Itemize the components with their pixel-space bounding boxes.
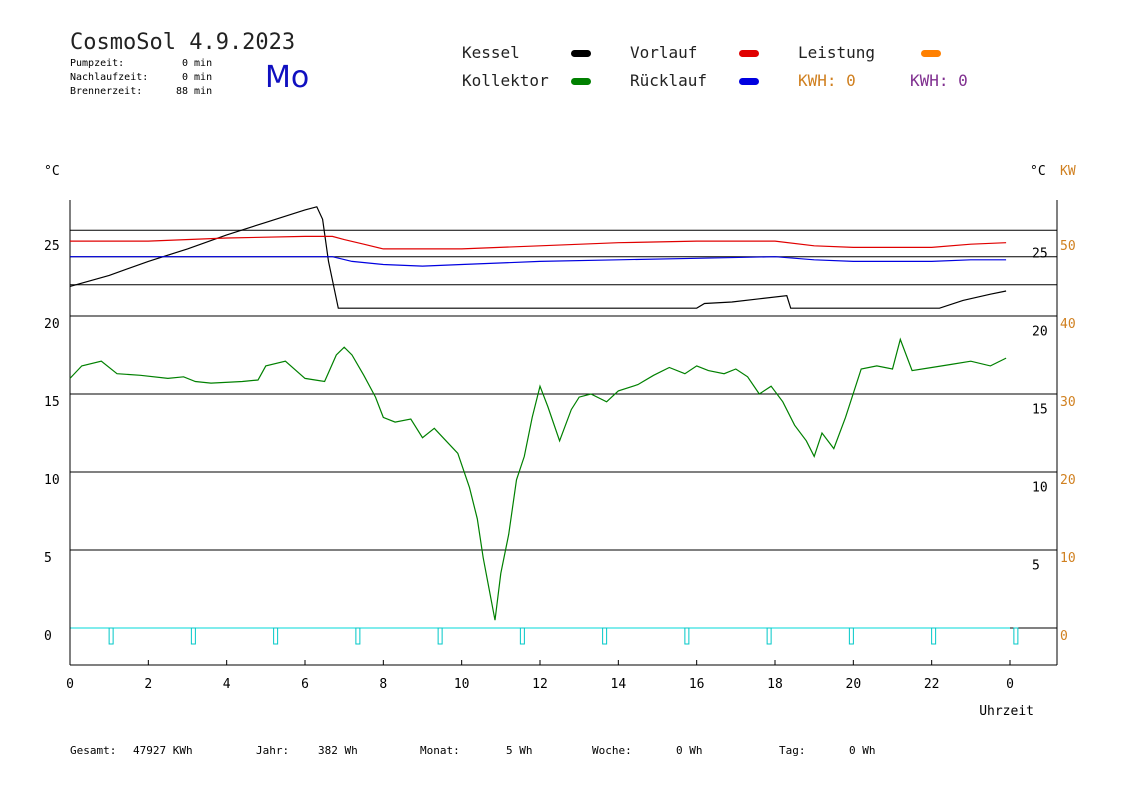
- y-left-tick-label-5: 25: [44, 239, 60, 254]
- y-right-unit: °C: [1030, 164, 1046, 179]
- y-left-tick-label-4: 20: [44, 317, 60, 332]
- y-right-kw-tick-label-1: 10: [1060, 551, 1076, 566]
- y-right-tick-label-3: 20: [1032, 325, 1048, 340]
- footer-value-gesamt: 47927 KWh: [133, 744, 193, 757]
- y-right-tick-label-1: 10: [1032, 481, 1048, 496]
- stat-value-brenner: 88 min: [176, 86, 213, 97]
- series-line-kessel: [69, 206, 1007, 309]
- pump-marker-10: [931, 627, 937, 645]
- pump-marker-1: [190, 627, 196, 645]
- footer-value-woche: 0 Wh: [676, 744, 703, 757]
- pump-marker-0: [108, 627, 114, 645]
- y-right-tick-label-0: 5: [1032, 559, 1040, 574]
- footer-label-jahr: Jahr:: [256, 744, 290, 757]
- x-tick-label-0: 0: [66, 677, 74, 692]
- legend-swatch-leistung: [921, 50, 941, 57]
- y-left-unit: °C: [44, 164, 60, 179]
- x-tick-label-2: 4: [223, 677, 231, 692]
- legend-label-kessel: Kessel: [462, 43, 520, 62]
- axis-labels: 0 2 4 6 8 10 12 14 16 18 20 22 0 Uhrzeit 0 5 10 15 20 25 5 10…: [44, 164, 1076, 719]
- pump-marker-5: [519, 627, 525, 645]
- legend-swatch-kollektor: [571, 78, 591, 85]
- pump-marker-11: [1013, 627, 1019, 645]
- footer-value-tag: 0 Wh: [849, 744, 876, 757]
- pump-marker-3: [355, 627, 361, 645]
- legend-label-kollektor: Kollektor: [462, 71, 549, 90]
- legend-swatch-vorlauf: [739, 50, 759, 57]
- y-left-tick-label-0: 0: [44, 629, 52, 644]
- kwh-orange-label: KWH: 0: [798, 71, 856, 90]
- legend-label-leistung: Leistung: [798, 43, 876, 62]
- legend-swatch-ruecklauf: [739, 78, 759, 85]
- footer-value-jahr: 382 Wh: [318, 744, 358, 757]
- y-right-kw-tick-label-0: 0: [1060, 629, 1068, 644]
- kwh-purple-label: KWH: 0: [910, 71, 968, 90]
- x-tick-label-12: 0: [1006, 677, 1014, 692]
- pump-marker-4: [437, 627, 443, 645]
- y-right-unit-kw: KW: [1060, 164, 1076, 179]
- y-left-tick-label-1: 5: [44, 551, 52, 566]
- pump-marker-6: [602, 627, 608, 645]
- stat-value-pump: 0 min: [182, 58, 213, 69]
- y-right-tick-label-2: 15: [1032, 403, 1048, 418]
- axes-layer: [69, 200, 1058, 666]
- legend-label-vorlauf: Vorlauf: [630, 43, 698, 62]
- grid-layer: [70, 229, 1057, 629]
- y-right-kw-tick-label-3: 30: [1060, 395, 1076, 410]
- weekday-label: Mo: [265, 60, 310, 95]
- footer-value-monat: 5 Wh: [506, 744, 533, 757]
- x-tick-label-1: 2: [144, 677, 152, 692]
- footer-label-gesamt: Gesamt:: [70, 744, 117, 757]
- stat-label-nachlauf: Nachlaufzeit:: [70, 72, 149, 83]
- stat-label-pump: Pumpzeit:: [70, 58, 125, 69]
- x-tick-label-9: 18: [767, 677, 783, 692]
- pump-marker-7: [684, 627, 690, 645]
- series-line-vorlauf: [70, 235, 1007, 250]
- footer-label-tag: Tag:: [779, 744, 806, 757]
- pump-markers: [108, 627, 1019, 645]
- legend-label-ruecklauf: Rücklauf: [630, 71, 708, 90]
- x-tick-label-4: 8: [379, 677, 387, 692]
- y-right-tick-label-4: 25: [1032, 247, 1048, 262]
- y-left-tick-label-3: 15: [44, 395, 60, 410]
- x-tick-label-5: 10: [454, 677, 470, 692]
- x-tick-label-6: 12: [532, 677, 548, 692]
- stat-value-nachlauf: 0 min: [182, 72, 213, 83]
- stat-label-brenner: Brennerzeit:: [70, 86, 143, 97]
- footer-label-woche: Woche:: [592, 744, 632, 757]
- series-line-rcklauf: [70, 256, 1007, 267]
- x-axis-label: Uhrzeit: [979, 704, 1034, 719]
- pump-marker-9: [848, 627, 854, 645]
- x-tick-label-10: 20: [846, 677, 862, 692]
- y-left-tick-label-2: 10: [44, 473, 60, 488]
- legend-swatch-kessel: [571, 50, 591, 57]
- x-tick-label-11: 22: [924, 677, 940, 692]
- series-line-kollektor: [69, 337, 1007, 621]
- x-tick-label-8: 16: [689, 677, 705, 692]
- x-tick-label-3: 6: [301, 677, 309, 692]
- y-right-kw-tick-label-2: 20: [1060, 473, 1076, 488]
- y-right-kw-tick-label-5: 50: [1060, 239, 1076, 254]
- pump-marker-2: [273, 627, 279, 645]
- x-tick-label-7: 14: [611, 677, 627, 692]
- y-right-kw-tick-label-4: 40: [1060, 317, 1076, 332]
- footer-label-monat: Monat:: [420, 744, 460, 757]
- pump-marker-8: [766, 627, 772, 645]
- chart-title: CosmoSol 4.9.2023: [70, 30, 296, 55]
- series-layer: [69, 206, 1007, 621]
